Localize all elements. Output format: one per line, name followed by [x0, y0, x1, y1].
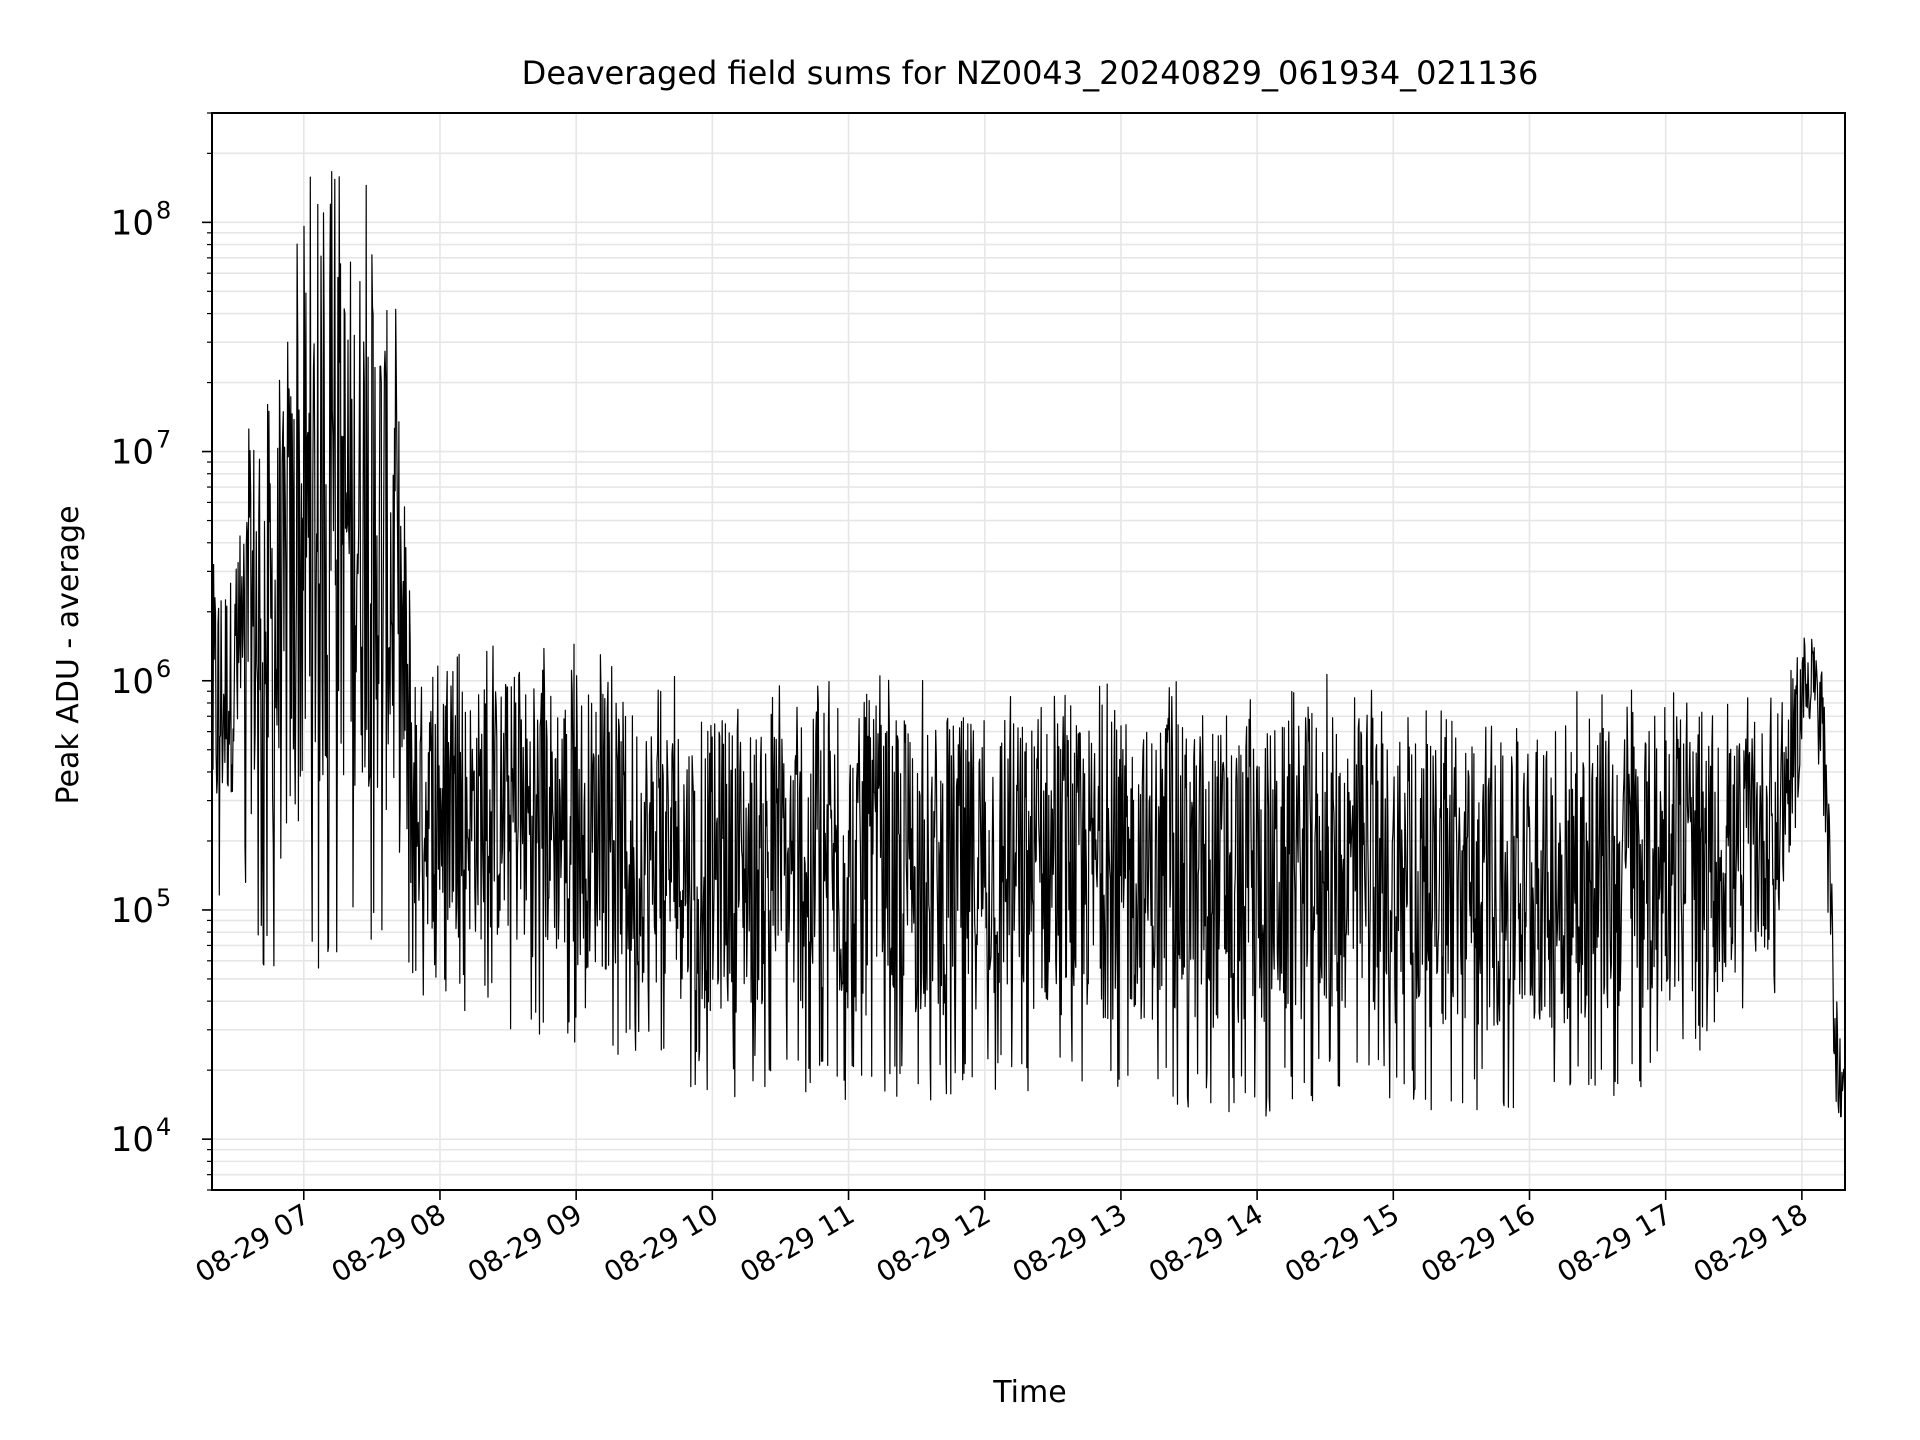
y-tick-label: 10: [111, 433, 154, 473]
y-tick-label: 10: [111, 891, 154, 931]
series-path: [212, 171, 1846, 1120]
y-tick-exponent: 5: [156, 884, 171, 912]
y-tick-exponent: 6: [156, 655, 171, 683]
x-axis-label: Time: [992, 1375, 1066, 1410]
y-tick-exponent: 7: [156, 426, 171, 454]
y-axis-label: Peak ADU - average: [51, 505, 86, 804]
y-tick-label: 10: [111, 203, 154, 243]
y-tick-label: 10: [111, 1120, 154, 1160]
y-tick-label: 10: [111, 662, 154, 702]
chart-title: Deaveraged field sums for NZ0043_2024082…: [522, 54, 1539, 92]
plot-frame: [211, 112, 1846, 1191]
y-tick-exponent: 4: [156, 1113, 171, 1141]
series-line: [212, 171, 1846, 1120]
y-tick-exponent: 8: [156, 196, 171, 224]
